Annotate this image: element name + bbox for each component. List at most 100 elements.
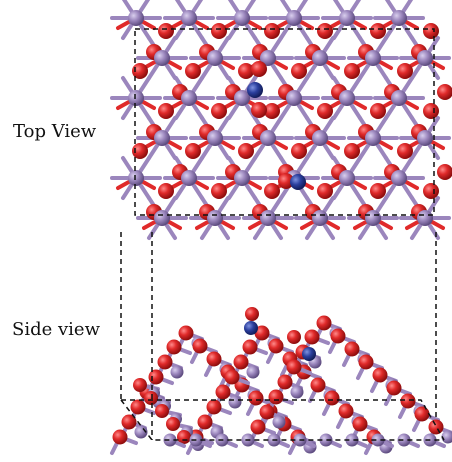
top-cell-frame bbox=[134, 28, 435, 216]
oxygen-atom bbox=[370, 103, 386, 119]
oxygen-atom bbox=[158, 103, 174, 119]
metal-atom bbox=[391, 90, 407, 106]
oxygen-atom bbox=[264, 103, 280, 119]
metal-atom bbox=[365, 50, 381, 66]
oxygen-atom bbox=[317, 183, 333, 199]
oxygen-atom bbox=[344, 143, 360, 159]
cell-frames bbox=[120, 28, 445, 441]
metal-atom bbox=[234, 170, 250, 186]
oxygen-atom bbox=[291, 143, 307, 159]
metal-atom bbox=[181, 10, 197, 26]
oxygen-atom bbox=[344, 63, 360, 79]
adsorbate-oxygen-atom bbox=[278, 173, 294, 189]
oxygen-atom bbox=[437, 84, 452, 100]
oxygen-atom bbox=[197, 414, 213, 430]
oxygen-atom bbox=[286, 359, 302, 375]
oxygen-atom bbox=[144, 391, 158, 405]
oxygen-atom bbox=[352, 416, 368, 432]
oxygen-atom bbox=[268, 389, 284, 405]
oxygen-atom bbox=[211, 183, 227, 199]
side-view-label: Side view bbox=[12, 319, 100, 340]
oxygen-atom bbox=[397, 63, 413, 79]
adsorbate-atom bbox=[247, 82, 263, 98]
oxygen-atom bbox=[400, 393, 416, 409]
oxygen-atom bbox=[133, 378, 147, 392]
oxygen-atom bbox=[206, 351, 222, 367]
metal-atom bbox=[260, 210, 276, 226]
metal-atom bbox=[154, 50, 170, 66]
oxygen-atom bbox=[166, 417, 180, 431]
oxygen-atom bbox=[317, 23, 333, 39]
metal-atom bbox=[312, 50, 328, 66]
oxygen-atom bbox=[132, 63, 148, 79]
top-view-label: Top View bbox=[13, 121, 97, 142]
metal-atom bbox=[228, 395, 242, 409]
oxygen-atom bbox=[206, 399, 222, 415]
oxygen-atom bbox=[428, 419, 444, 435]
oxygen-atom bbox=[330, 328, 346, 344]
metal-atom bbox=[286, 10, 302, 26]
oxygen-atom bbox=[233, 354, 249, 370]
oxygen-atom bbox=[437, 164, 452, 180]
oxygen-atom bbox=[158, 183, 174, 199]
adsorbate-atom bbox=[244, 321, 258, 335]
metal-atom bbox=[154, 130, 170, 146]
oxygen-atom bbox=[238, 143, 254, 159]
top-view-structure bbox=[110, 0, 452, 240]
metal-atom bbox=[345, 433, 359, 447]
oxygen-atom bbox=[166, 339, 182, 355]
oxygen-atom bbox=[386, 380, 402, 396]
oxygen-atom bbox=[317, 103, 333, 119]
metal-atom bbox=[391, 10, 407, 26]
metal-atom bbox=[128, 90, 144, 106]
metal-atom bbox=[260, 50, 276, 66]
metal-atom bbox=[134, 425, 148, 439]
metal-atom bbox=[339, 10, 355, 26]
adsorbate-atom bbox=[302, 347, 316, 361]
oxygen-atom bbox=[344, 341, 360, 357]
oxygen-atom bbox=[224, 369, 240, 385]
oxygen-atom bbox=[316, 315, 332, 331]
oxygen-atom bbox=[148, 369, 164, 385]
oxygen-atom bbox=[291, 63, 307, 79]
oxygen-atom bbox=[121, 414, 137, 430]
adsorbate-oxygen-atom bbox=[245, 307, 259, 321]
oxygen-atom bbox=[157, 354, 173, 370]
oxygen-atom bbox=[310, 377, 326, 393]
oxygen-atom bbox=[132, 143, 148, 159]
oxygen-atom bbox=[254, 325, 270, 341]
oxygen-atom bbox=[372, 367, 388, 383]
oxygen-atom bbox=[304, 329, 320, 345]
metal-atom bbox=[170, 365, 184, 379]
oxygen-atom bbox=[242, 339, 258, 355]
oxygen-atom bbox=[370, 183, 386, 199]
metal-atom bbox=[207, 210, 223, 226]
adsorbate-atom bbox=[290, 174, 306, 190]
metal-atom bbox=[234, 90, 250, 106]
oxygen-atom bbox=[358, 354, 374, 370]
oxygen-atom bbox=[130, 399, 146, 415]
oxygen-atom bbox=[178, 325, 194, 341]
metal-atom bbox=[154, 210, 170, 226]
oxygen-atom bbox=[264, 183, 280, 199]
oxygen-atom bbox=[397, 143, 413, 159]
metal-atom bbox=[417, 130, 433, 146]
metal-atom bbox=[417, 50, 433, 66]
metal-atom bbox=[441, 430, 452, 444]
side-view-structure bbox=[110, 307, 452, 455]
metal-atom bbox=[128, 170, 144, 186]
metal-atom bbox=[207, 130, 223, 146]
metal-atom bbox=[365, 210, 381, 226]
metal-atom bbox=[181, 170, 197, 186]
oxygen-atom bbox=[177, 430, 191, 444]
metal-atom bbox=[371, 433, 385, 447]
adsorbate-oxygen-atom bbox=[251, 102, 267, 118]
oxygen-atom bbox=[277, 374, 293, 390]
metal-atom bbox=[234, 10, 250, 26]
oxygen-atom bbox=[338, 403, 354, 419]
metal-atom bbox=[339, 90, 355, 106]
oxygen-atom bbox=[423, 23, 439, 39]
metal-atom bbox=[246, 365, 260, 379]
metal-atom bbox=[286, 90, 302, 106]
